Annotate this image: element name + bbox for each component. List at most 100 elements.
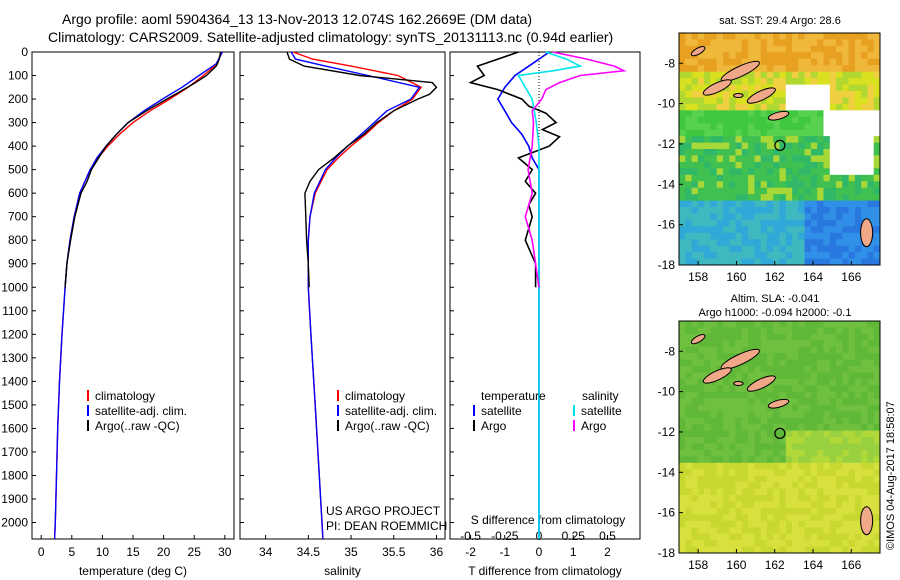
sla-cell (697, 398, 705, 406)
sst-cell (867, 187, 875, 195)
sla-cell (792, 443, 799, 451)
sla-cell (836, 462, 843, 470)
sst-cell (697, 97, 705, 105)
sst-cell (823, 149, 831, 156)
sla-cell (691, 475, 699, 483)
sst-cell (723, 110, 730, 118)
sst-cell (766, 258, 774, 266)
sla-cell (697, 495, 705, 502)
temp-ytick-label: 2000 (1, 516, 28, 530)
sla-cell (792, 456, 799, 464)
sst-cell (723, 123, 730, 131)
sla-cell (823, 527, 831, 535)
sla-cell (679, 398, 686, 406)
sla-cell (836, 514, 843, 522)
sla-cell (873, 456, 881, 464)
sla-cell (735, 482, 743, 489)
sst-island (746, 87, 776, 104)
sst-cell (710, 161, 718, 169)
sst-cell (829, 39, 837, 47)
sla-cell (836, 321, 843, 328)
sla-cell (729, 495, 737, 502)
sst-cell (685, 91, 693, 98)
temp-series-satellite (53, 51, 224, 540)
sst-cell (710, 226, 718, 234)
sla-cell (729, 340, 737, 348)
sst-cell (748, 219, 755, 227)
sst-cell (848, 207, 856, 214)
sla-cell (861, 430, 868, 438)
sst-cell (704, 71, 711, 79)
sst-cell (723, 142, 730, 150)
sst-cell (748, 187, 755, 195)
sst-cell (823, 78, 831, 85)
sla-cell (804, 366, 812, 373)
sla-cell (704, 520, 711, 528)
sla-cell (829, 449, 837, 457)
sla-cell (779, 469, 787, 477)
sst-cell (861, 142, 868, 150)
sla-cell (754, 546, 762, 554)
sst-cell (704, 52, 711, 60)
sst-cell (873, 168, 881, 176)
sla-cell (748, 424, 755, 431)
sst-cell (760, 52, 768, 60)
sla-cell (685, 501, 693, 509)
sst-cell (773, 103, 780, 111)
sla-cell (848, 501, 856, 509)
sla-cell (748, 520, 755, 528)
sst-cell (766, 213, 774, 221)
sla-cell (704, 404, 711, 412)
sla-cell (829, 546, 837, 554)
sst-cell (804, 232, 812, 240)
sla-cell (729, 501, 737, 509)
sst-cell (760, 207, 768, 214)
sst-cell (760, 116, 768, 124)
sst-cell (710, 33, 718, 40)
sla-cell (836, 488, 843, 496)
sst-cell (798, 181, 806, 189)
sst-cell (704, 33, 711, 40)
sst-cell (773, 136, 780, 143)
sla-cell (792, 527, 799, 535)
sla-cell (804, 469, 812, 477)
sst-cell (873, 245, 881, 253)
sla-cell (754, 533, 762, 541)
sst-cell (685, 129, 693, 137)
sst-cell (810, 194, 818, 201)
sst-cell (773, 258, 780, 266)
temp-ytick-label: 1200 (1, 327, 28, 341)
sst-cell (760, 239, 768, 247)
sst-cell (867, 207, 875, 214)
sla-cell (848, 449, 856, 457)
sla-cell (685, 449, 693, 457)
sst-cell (861, 187, 868, 195)
sla-cell (867, 346, 875, 354)
sla-cell (798, 366, 806, 373)
sla-cell (836, 411, 843, 419)
sla-cell (848, 353, 856, 361)
sst-cell (704, 226, 711, 234)
sst-cell (798, 84, 806, 92)
sla-cell (716, 424, 724, 431)
sst-cell (697, 258, 705, 266)
sst-cell (867, 39, 875, 47)
sla-cell (729, 443, 737, 451)
sla-cell (861, 533, 868, 541)
sla-cell (836, 520, 843, 528)
sla-cell (723, 391, 730, 399)
sla-cell (729, 411, 737, 419)
sst-cell (704, 116, 711, 124)
sla-cell (823, 346, 831, 354)
sst-cell (729, 58, 737, 66)
sla-cell (773, 443, 780, 451)
sla-cell (766, 417, 774, 425)
sla-cell (873, 417, 881, 425)
sst-cell (836, 65, 843, 73)
sst-cell (842, 245, 850, 253)
sst-cell (723, 213, 730, 221)
sla-cell (723, 417, 730, 425)
sst-cell (861, 258, 868, 266)
sst-cell (842, 213, 850, 221)
sla-cell (697, 385, 705, 393)
